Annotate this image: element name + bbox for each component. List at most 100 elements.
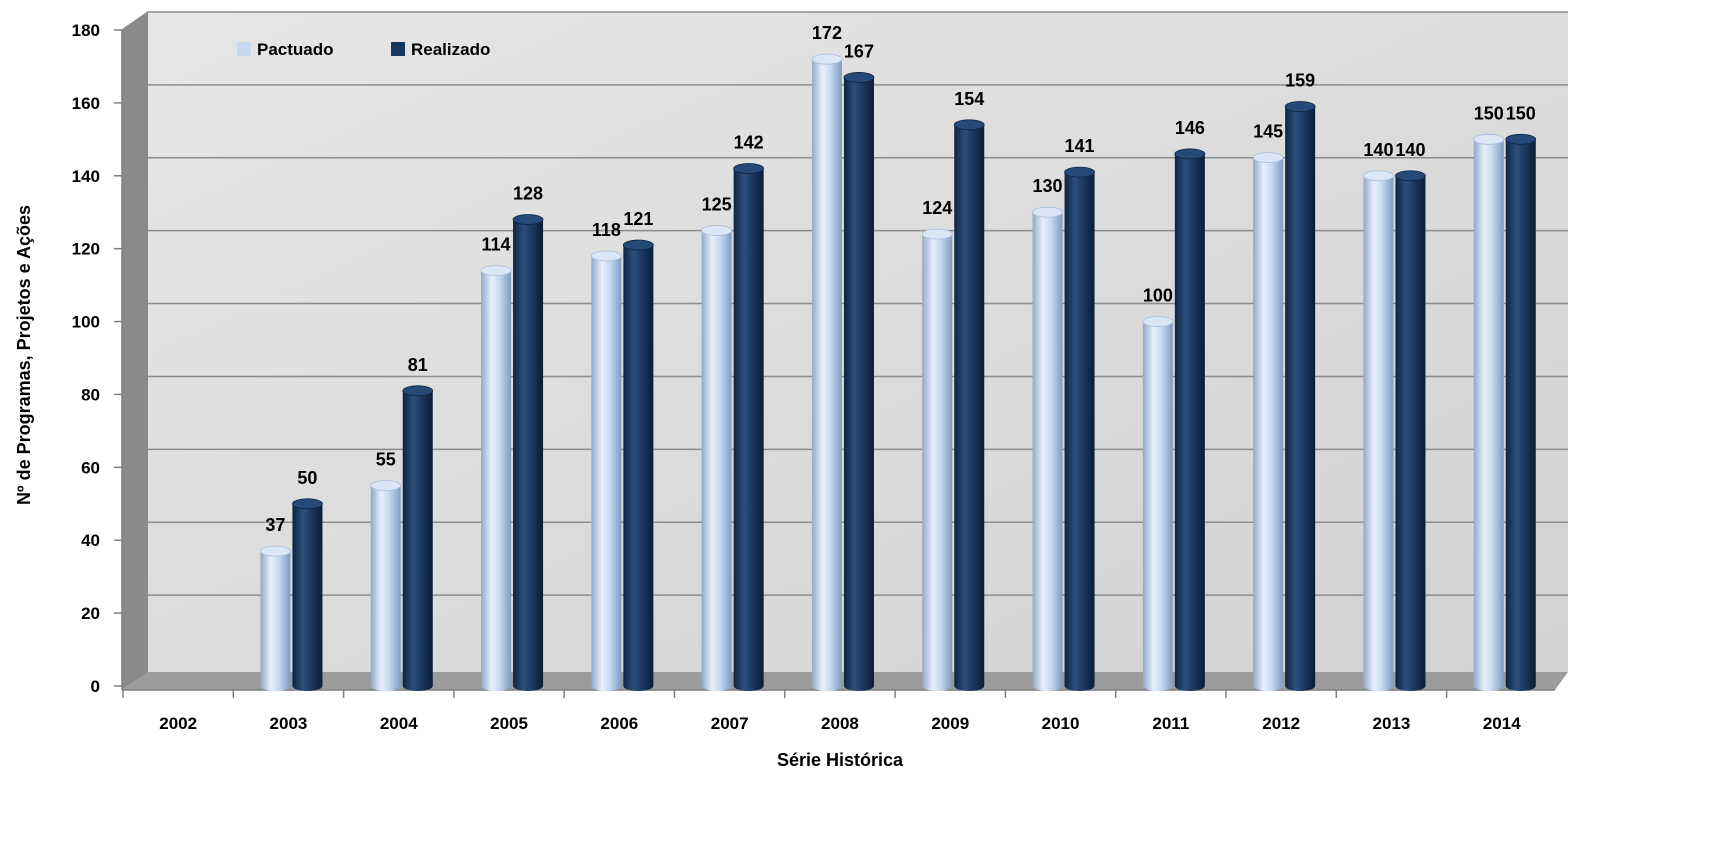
data-label-realizado: 128 bbox=[513, 184, 543, 204]
bar-body bbox=[1285, 106, 1316, 692]
bar-realizado-2003 bbox=[292, 498, 323, 691]
bar-cap bbox=[1284, 101, 1316, 112]
bar-cap bbox=[1064, 166, 1095, 178]
bar-body bbox=[1253, 157, 1284, 692]
x-tick-label: 2007 bbox=[711, 714, 749, 733]
bar-pactuado-2009 bbox=[921, 228, 953, 692]
bar-realizado-2006 bbox=[622, 239, 654, 691]
bar-body bbox=[1395, 175, 1426, 691]
bar-body bbox=[954, 124, 985, 691]
bar-cap bbox=[733, 163, 765, 174]
data-label-pactuado: 130 bbox=[1033, 176, 1063, 196]
data-label-pactuado: 114 bbox=[482, 235, 511, 255]
bar-cap bbox=[1174, 148, 1206, 160]
gridline bbox=[121, 84, 1568, 104]
bar-body bbox=[1032, 212, 1063, 691]
bar-pactuado-2005 bbox=[480, 265, 512, 691]
data-label-realizado: 159 bbox=[1285, 71, 1315, 91]
y-tick-label: 0 bbox=[91, 677, 100, 696]
y-tick-label: 100 bbox=[72, 313, 100, 332]
legend-swatch-pactuado bbox=[237, 42, 251, 56]
gridline bbox=[121, 594, 1568, 614]
bar-pactuado-2012 bbox=[1252, 152, 1284, 692]
data-label-pactuado: 150 bbox=[1474, 103, 1504, 123]
bar-cap bbox=[402, 385, 434, 397]
bar-cap bbox=[512, 214, 544, 225]
data-label-realizado: 81 bbox=[408, 355, 428, 375]
bar-cap bbox=[843, 71, 875, 83]
gridline bbox=[121, 229, 1568, 250]
axes: 0 20 40 60 80 100 120 140 160 180 2002 2003 2004 2005… bbox=[72, 21, 1555, 733]
data-label-pactuado: 140 bbox=[1363, 140, 1393, 160]
x-tick-label: 2003 bbox=[270, 714, 308, 733]
bar-cap bbox=[292, 498, 323, 510]
data-label-pactuado: 124 bbox=[922, 198, 952, 218]
bar-pactuado-2008 bbox=[811, 53, 843, 691]
bar-body bbox=[1174, 153, 1205, 691]
gridline bbox=[121, 375, 1568, 396]
data-label-pactuado: 55 bbox=[376, 450, 396, 470]
bar-body bbox=[701, 230, 732, 691]
y-tick-label: 160 bbox=[72, 94, 100, 113]
x-tick-label: 2004 bbox=[380, 714, 418, 733]
bar-cap bbox=[953, 119, 985, 131]
data-label-realizado: 140 bbox=[1395, 140, 1425, 160]
bar-body bbox=[481, 270, 512, 691]
x-tick-label: 2010 bbox=[1042, 714, 1080, 733]
bar-cap bbox=[622, 239, 654, 251]
bar-body bbox=[811, 59, 842, 691]
x-tick-label: 2008 bbox=[821, 714, 859, 733]
data-label-realizado: 146 bbox=[1175, 118, 1205, 138]
data-label-realizado: 121 bbox=[623, 209, 653, 229]
bar-cap bbox=[1032, 206, 1063, 218]
bar-pactuado-2003 bbox=[260, 545, 291, 691]
data-label-realizado: 50 bbox=[297, 468, 317, 488]
legend-label-pactuado: Pactuado bbox=[257, 40, 334, 59]
y-axis-title: Nº de Programas, Projetos e Ações bbox=[14, 205, 34, 505]
gridline bbox=[121, 448, 1568, 468]
x-tick-label: 2005 bbox=[490, 714, 528, 733]
bar-cap bbox=[1473, 133, 1505, 145]
bar-body bbox=[292, 503, 323, 691]
bar-body bbox=[922, 234, 953, 692]
bar-body bbox=[370, 485, 401, 691]
gridlines bbox=[121, 11, 1568, 614]
data-label-realizado: 142 bbox=[734, 132, 764, 152]
y-tick-label: 80 bbox=[81, 385, 100, 404]
bar-realizado-2010 bbox=[1064, 166, 1095, 692]
bar-realizado-2009 bbox=[953, 119, 985, 691]
bar-cap bbox=[370, 480, 402, 491]
bar-cap bbox=[921, 228, 953, 240]
bar-realizado-2013 bbox=[1395, 170, 1426, 691]
bar-cap bbox=[1252, 152, 1284, 163]
bar-realizado-2011 bbox=[1174, 148, 1206, 691]
bars bbox=[260, 53, 1537, 692]
data-label-realizado: 167 bbox=[844, 41, 874, 61]
bar-realizado-2005 bbox=[512, 214, 544, 691]
gridline bbox=[121, 11, 1568, 31]
bar-cap bbox=[1395, 170, 1426, 182]
x-tick-label: 2011 bbox=[1152, 714, 1189, 733]
bar-body bbox=[1363, 175, 1394, 691]
data-label-pactuado: 37 bbox=[265, 515, 285, 535]
bar-body bbox=[733, 168, 764, 691]
data-label-realizado: 154 bbox=[954, 89, 984, 109]
bar-cap bbox=[260, 545, 291, 557]
data-label-pactuado: 145 bbox=[1253, 122, 1283, 142]
data-label-realizado: 150 bbox=[1506, 103, 1536, 123]
gridline bbox=[121, 521, 1568, 541]
data-label-realizado: 141 bbox=[1065, 136, 1095, 156]
bar-pactuado-2013 bbox=[1363, 170, 1394, 691]
side-wall bbox=[122, 12, 148, 690]
bar-realizado-2008 bbox=[843, 71, 875, 691]
bar-body bbox=[513, 219, 544, 691]
y-tick-label: 140 bbox=[72, 167, 100, 186]
bar-pactuado-2007 bbox=[701, 225, 733, 691]
data-label-pactuado: 125 bbox=[702, 194, 732, 214]
bar-cap bbox=[1505, 133, 1537, 145]
x-tick-label: 2002 bbox=[159, 714, 197, 733]
bar-body bbox=[843, 77, 874, 691]
bar-realizado-2012 bbox=[1284, 101, 1316, 692]
